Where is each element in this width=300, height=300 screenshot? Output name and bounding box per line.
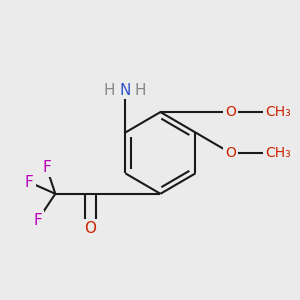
Text: H: H: [103, 83, 115, 98]
Text: O: O: [225, 105, 236, 119]
Text: CH₃: CH₃: [266, 105, 291, 119]
Text: N: N: [120, 83, 131, 98]
Text: O: O: [225, 146, 236, 160]
Text: H: H: [134, 83, 146, 98]
Text: F: F: [33, 213, 42, 228]
Text: O: O: [84, 221, 96, 236]
Text: F: F: [25, 175, 33, 190]
Text: F: F: [42, 160, 51, 175]
Text: CH₃: CH₃: [266, 146, 291, 160]
